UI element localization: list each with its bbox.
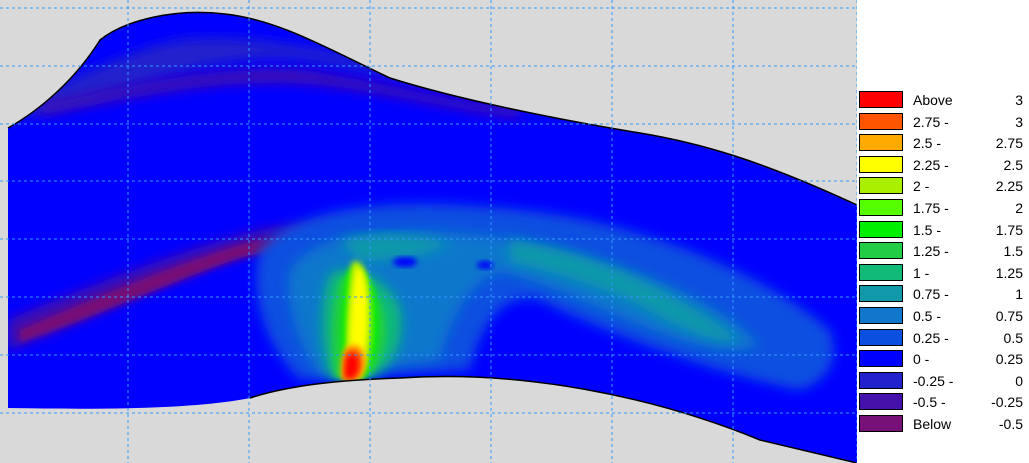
legend-swatch xyxy=(859,155,903,173)
legend-swatch xyxy=(859,177,903,195)
legend-item: 1.25 - 1.5 xyxy=(857,240,1029,262)
legend-label-low: -0.25 - xyxy=(913,372,954,389)
legend-label-low: 1.75 - xyxy=(913,199,949,216)
plume-hole-2 xyxy=(477,261,493,269)
legend-label-low: 1 - xyxy=(913,264,930,281)
plume-hole-1 xyxy=(393,257,417,267)
legend-swatch xyxy=(859,306,903,324)
legend-item: 1 - 1.25 xyxy=(857,262,1029,284)
legend-label-low: 0.5 - xyxy=(913,307,942,324)
legend-label-high: 0.5 xyxy=(1003,329,1023,346)
zone-0-75 xyxy=(510,240,740,341)
legend-label-low: 0 - xyxy=(913,351,930,368)
legend-item: -0.25 - 0 xyxy=(857,370,1029,392)
domain-boundary-bottom xyxy=(249,375,857,463)
contour-plot-svg xyxy=(0,0,857,463)
legend-label-high: 2.5 xyxy=(1003,156,1023,173)
legend-label-low: 0.25 - xyxy=(913,329,949,346)
legend-label-high: 0.75 xyxy=(995,307,1023,324)
legend-item: 0 - 0.25 xyxy=(857,348,1029,370)
legend-swatch xyxy=(859,414,903,432)
legend-label-low: 1.25 - xyxy=(913,243,949,260)
legend-label-low: 0.75 - xyxy=(913,286,949,303)
legend-item: 2.25 - 2.5 xyxy=(857,154,1029,176)
legend-label-low: Above xyxy=(913,92,953,108)
zone-above-3 xyxy=(345,353,358,378)
legend-swatch xyxy=(859,134,903,152)
color-legend: Above 3 2.75 - 3 2.5 - 2.75 2.25 - 2.5 2 - 2.25 1.… xyxy=(857,89,1029,435)
legend-swatch xyxy=(859,371,903,389)
legend-label-low: Below xyxy=(913,415,952,432)
legend-swatch xyxy=(859,328,903,346)
legend-label-low: 2 - xyxy=(913,178,930,195)
legend-swatch xyxy=(859,393,903,411)
legend-label-high: 3 xyxy=(1015,92,1023,108)
legend-swatch xyxy=(859,242,903,260)
legend-label-high: 2 xyxy=(1015,199,1023,216)
legend-label-high: 2.75 xyxy=(995,135,1023,152)
legend-swatch xyxy=(859,112,903,130)
legend-item: 0.75 - 1 xyxy=(857,283,1029,305)
legend-swatch xyxy=(859,285,903,303)
legend-label-high: 3 xyxy=(1015,113,1023,130)
domain-boundary-top xyxy=(7,11,857,206)
legend-swatch xyxy=(859,263,903,281)
legend-item: Below -0.5 xyxy=(857,413,1029,435)
legend-item: 2.5 - 2.75 xyxy=(857,132,1029,154)
legend-item: 0.5 - 0.75 xyxy=(857,305,1029,327)
legend-label-low: 2.5 - xyxy=(913,135,942,152)
legend-label-low: 2.25 - xyxy=(913,156,949,173)
grid xyxy=(0,0,857,463)
legend-label-high: 2.25 xyxy=(995,178,1023,195)
legend-label-high: 1.25 xyxy=(995,264,1023,281)
legend-item: 1.75 - 2 xyxy=(857,197,1029,219)
legend-item: 0.25 - 0.5 xyxy=(857,327,1029,349)
zone-0-75-b xyxy=(340,234,450,262)
legend-label-high: -0.5 xyxy=(998,415,1023,432)
legend-label-high: 1 xyxy=(1015,286,1023,303)
legend-label-low: 2.75 - xyxy=(913,113,949,130)
legend-item: 2 - 2.25 xyxy=(857,175,1029,197)
band-negative-upper-core xyxy=(40,69,520,118)
legend-label-high: 0 xyxy=(1015,372,1023,389)
legend-label-low: 1.5 - xyxy=(913,221,942,238)
zone-0-5 xyxy=(288,231,760,375)
legend-item: 1.5 - 1.75 xyxy=(857,219,1029,241)
legend-item: Above 3 xyxy=(857,89,1029,111)
legend-swatch xyxy=(859,350,903,368)
legend-swatch xyxy=(859,220,903,238)
legend-label-low: -0.5 - xyxy=(913,394,946,411)
legend-item: -0.5 - -0.25 xyxy=(857,391,1029,413)
legend-label-high: -0.25 xyxy=(991,394,1023,411)
legend-label-high: 1.5 xyxy=(1003,243,1023,260)
legend-swatch xyxy=(859,198,903,216)
legend-swatch xyxy=(859,91,903,108)
legend-label-high: 0.25 xyxy=(995,351,1023,368)
legend-label-high: 1.75 xyxy=(995,221,1023,238)
legend-item: 2.75 - 3 xyxy=(857,111,1029,133)
